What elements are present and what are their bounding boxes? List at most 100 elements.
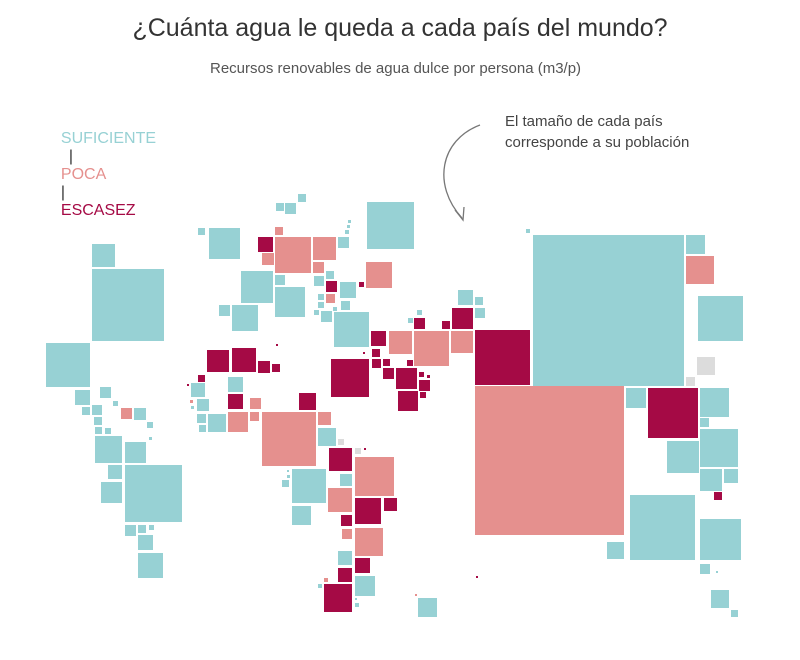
- country-square-poca: [475, 386, 624, 535]
- country-square-suficiente: [191, 406, 194, 409]
- country-square-escasez: [228, 394, 243, 409]
- country-square-escasez: [363, 352, 365, 354]
- country-square-escasez: [276, 344, 278, 346]
- country-square-escasez: [329, 448, 352, 471]
- country-square-suficiente: [458, 290, 473, 305]
- country-square-suficiente: [46, 343, 90, 387]
- country-square-suficiente: [318, 584, 322, 588]
- country-square-escasez: [420, 392, 426, 398]
- country-square-suficiente: [348, 220, 351, 223]
- annotation-line-1: El tamaño de cada país: [505, 113, 663, 130]
- country-square-suficiente: [334, 312, 369, 347]
- country-square-escasez: [198, 375, 205, 382]
- country-square-suficiente: [287, 470, 289, 472]
- country-square-poca: [389, 331, 412, 354]
- country-square-poca: [324, 578, 328, 582]
- country-square-poca: [451, 331, 473, 353]
- country-square-suficiente: [321, 311, 332, 322]
- country-square-suficiente: [108, 465, 122, 479]
- country-square-poca: [250, 412, 259, 421]
- country-square-poca: [262, 412, 316, 466]
- country-square-escasez: [372, 349, 380, 357]
- country-square-suficiente: [285, 203, 296, 214]
- country-square-suficiente: [138, 525, 146, 533]
- country-square-suficiente: [219, 305, 230, 316]
- country-square-suficiente: [275, 275, 285, 285]
- country-square-escasez: [326, 281, 337, 292]
- country-square-escasez: [407, 360, 413, 366]
- country-square-suficiente: [199, 425, 206, 432]
- country-square-suficiente: [417, 310, 422, 315]
- country-square-suficiente: [716, 571, 718, 573]
- country-square-suficiente: [197, 414, 206, 423]
- country-square-suficiente: [700, 429, 738, 467]
- country-square-suficiente: [355, 598, 357, 600]
- country-square-sin-datos: [338, 439, 344, 445]
- country-square-suficiente: [149, 437, 152, 440]
- country-square-escasez: [398, 391, 418, 411]
- country-square-suficiente: [282, 480, 289, 487]
- country-square-escasez: [414, 318, 425, 329]
- country-square-suficiente: [340, 474, 352, 486]
- country-square-suficiente: [318, 428, 336, 446]
- country-square-poca: [313, 237, 336, 260]
- country-square-poca: [355, 528, 383, 556]
- country-square-sin-datos: [697, 357, 715, 375]
- country-square-suficiente: [607, 542, 624, 559]
- country-square-escasez: [383, 368, 394, 379]
- country-square-escasez: [338, 568, 352, 582]
- country-square-suficiente: [408, 318, 413, 323]
- country-square-poca: [342, 529, 352, 539]
- country-square-suficiente: [700, 564, 710, 574]
- country-square-suficiente: [341, 301, 350, 310]
- country-square-poca: [326, 294, 335, 303]
- country-square-poca: [275, 227, 283, 235]
- page-title: ¿Cuánta agua le queda a cada país del mu…: [132, 14, 668, 42]
- country-square-suficiente: [700, 418, 709, 427]
- country-square-poca: [262, 253, 274, 265]
- country-square-suficiente: [149, 525, 154, 530]
- country-square-suficiente: [418, 598, 437, 617]
- country-square-suficiente: [100, 387, 111, 398]
- country-square-poca: [228, 412, 248, 432]
- country-square-suficiente: [367, 202, 414, 249]
- country-square-escasez: [372, 359, 381, 368]
- country-square-suficiente: [191, 383, 205, 397]
- country-square-escasez: [232, 348, 256, 372]
- country-square-suficiente: [95, 436, 122, 463]
- country-square-suficiente: [75, 390, 90, 405]
- country-square-suficiente: [314, 276, 324, 286]
- country-square-suficiente: [101, 482, 122, 503]
- country-square-suficiente: [232, 305, 258, 331]
- country-square-suficiente: [292, 469, 326, 503]
- country-square-suficiente: [298, 194, 306, 202]
- country-square-escasez: [207, 350, 229, 372]
- country-square-suficiente: [731, 610, 738, 617]
- country-square-suficiente: [125, 465, 182, 522]
- country-square-escasez: [427, 375, 430, 378]
- country-square-suficiente: [686, 235, 705, 254]
- country-square-suficiente: [314, 310, 319, 315]
- country-square-suficiente: [125, 525, 136, 536]
- country-square-escasez: [364, 448, 366, 450]
- country-square-escasez: [714, 492, 722, 500]
- annotation-line-2: corresponde a su población: [505, 134, 690, 151]
- country-square-escasez: [384, 498, 397, 511]
- country-square-suficiente: [475, 297, 483, 305]
- country-square-suficiente: [338, 551, 352, 565]
- country-square-suficiente: [526, 229, 530, 233]
- country-square-suficiente: [700, 519, 741, 560]
- country-square-suficiente: [475, 308, 485, 318]
- country-square-suficiente: [209, 228, 240, 259]
- country-square-suficiente: [276, 203, 284, 211]
- country-square-suficiente: [82, 407, 90, 415]
- country-square-suficiente: [345, 230, 349, 234]
- country-square-suficiente: [355, 576, 375, 596]
- country-square-escasez: [355, 558, 370, 573]
- country-square-escasez: [396, 368, 417, 389]
- legend-item-suficiente: SUFICIENTE: [60, 130, 157, 147]
- subtitle: Recursos renovables de agua dulce por pe…: [210, 60, 582, 77]
- country-square-escasez: [272, 364, 280, 372]
